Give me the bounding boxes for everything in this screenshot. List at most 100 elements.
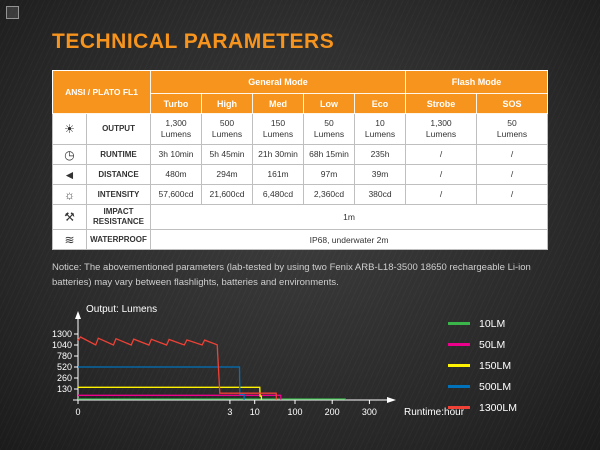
row-label: WATERPROOF xyxy=(85,229,152,250)
legend-swatch-50LM xyxy=(448,343,470,347)
value-cell: 57,600cd xyxy=(150,184,203,205)
flash-mode-header: Flash Mode xyxy=(405,70,549,94)
y-tick-label: 260 xyxy=(57,373,72,383)
value-cell: / xyxy=(405,164,478,185)
value-cell: / xyxy=(476,164,549,185)
value-cell: 294m xyxy=(201,164,254,185)
legend-label: 10LM xyxy=(479,317,506,330)
series-10LM xyxy=(78,398,347,400)
value-cell: / xyxy=(476,184,549,205)
legend-label: 1300LM xyxy=(479,401,517,414)
x-tick-label: 3 xyxy=(227,407,232,417)
waterproof-icon: ≋ xyxy=(52,229,87,250)
value-cell: 380cd xyxy=(354,184,407,205)
light-output-icon: ☀ xyxy=(52,113,87,145)
value-cell: 150 Lumens xyxy=(252,113,305,145)
value-cell: 39m xyxy=(354,164,407,185)
legend-label: 50LM xyxy=(479,338,506,351)
corner-mark-icon xyxy=(6,6,19,19)
table-row: ◄ DISTANCE 480m 294m 161m 97m 39m / / xyxy=(52,164,549,185)
parameters-table: ANSI / PLATO FL1 General Mode Flash Mode… xyxy=(51,70,549,250)
legend-label: 150LM xyxy=(479,359,512,372)
value-cell-span: IP68, underwater 2m xyxy=(150,229,549,250)
y-tick-label: 130 xyxy=(57,384,72,394)
legend-item: 500LM xyxy=(448,381,517,393)
series-150LM xyxy=(78,386,263,400)
clock-icon: ◷ xyxy=(52,144,87,165)
x-tick-label: 300 xyxy=(362,407,377,417)
legend-swatch-150LM xyxy=(448,364,470,368)
value-cell: 235h xyxy=(354,144,407,165)
value-cell: / xyxy=(405,144,478,165)
y-tick-label: 1300 xyxy=(52,329,72,339)
legend-item: 150LM xyxy=(448,360,517,372)
value-cell: 6,480cd xyxy=(252,184,305,205)
x-axis-label: Runtime:hour xyxy=(404,407,465,418)
y-tick-label: 520 xyxy=(57,362,72,372)
table-row: ☼ INTENSITY 57,600cd 21,600cd 6,480cd 2,360cd… xyxy=(52,184,549,205)
value-cell: 5h 45min xyxy=(201,144,254,165)
legend-label: 500LM xyxy=(479,380,512,393)
mode-header-sos: SOS xyxy=(476,93,549,114)
group-header-row: ANSI / PLATO FL1 General Mode Flash Mode xyxy=(51,70,549,114)
value-cell: 1,300 Lumens xyxy=(150,113,203,145)
x-tick-label: 100 xyxy=(287,407,302,417)
value-cell: 50 Lumens xyxy=(303,113,356,145)
value-cell: 68h 15min xyxy=(303,144,356,165)
value-cell: 21h 30min xyxy=(252,144,305,165)
y-axis-arrow xyxy=(75,310,81,319)
row-label: RUNTIME xyxy=(85,144,152,165)
value-cell: 21,600cd xyxy=(201,184,254,205)
row-label: INTENSITY xyxy=(85,184,152,205)
row-label: DISTANCE xyxy=(85,164,152,185)
x-axis-arrow xyxy=(387,396,396,403)
mode-header-strobe: Strobe xyxy=(405,93,478,114)
row-label: IMPACT RESISTANCE xyxy=(85,204,152,230)
value-cell: 161m xyxy=(252,164,305,185)
x-tick-label: 10 xyxy=(250,407,260,417)
value-cell: 10 Lumens xyxy=(354,113,407,145)
mode-header-low: Low xyxy=(303,93,356,114)
value-cell: 500 Lumens xyxy=(201,113,254,145)
mode-header-high: High xyxy=(201,93,254,114)
impact-resistance-icon: ⚒ xyxy=(52,204,87,230)
row-label: OUTPUT xyxy=(85,113,152,145)
legend-item: 50LM xyxy=(448,339,517,351)
table-row: ⚒ IMPACT RESISTANCE 1m xyxy=(52,204,549,230)
legend-item: 1300LM xyxy=(448,402,517,414)
value-cell: 97m xyxy=(303,164,356,185)
table-row: ◷ RUNTIME 3h 10min 5h 45min 21h 30min 68h 15m… xyxy=(52,144,549,165)
x-tick-label: 200 xyxy=(325,407,340,417)
value-cell: 50 Lumens xyxy=(476,113,549,145)
value-cell: / xyxy=(405,184,478,205)
series-500LM xyxy=(78,366,245,400)
runtime-chart-section: 0 3 10 100 200 300 130 260 520 780 1040 1300 Output:… xyxy=(52,300,600,440)
mode-header-turbo: Turbo xyxy=(150,93,203,114)
intensity-icon: ☼ xyxy=(52,184,87,205)
chart-title: Output: Lumens xyxy=(86,304,157,315)
value-cell: 1,300 Lumens xyxy=(405,113,478,145)
value-cell: / xyxy=(476,144,549,165)
series-50LM xyxy=(78,394,282,400)
standard-header: ANSI / PLATO FL1 xyxy=(51,70,152,114)
y-tick-label: 1040 xyxy=(52,340,72,350)
notice-text: Notice: The abovementioned parameters (l… xyxy=(52,262,531,289)
page: TECHNICAL PARAMETERS ANSI / PLATO FL1 Ge… xyxy=(51,30,600,440)
series-1300LM xyxy=(77,336,278,400)
value-cell: 480m xyxy=(150,164,203,185)
x-tick-label: 0 xyxy=(75,407,80,417)
page-title: TECHNICAL PARAMETERS xyxy=(52,30,335,53)
beam-distance-icon: ◄ xyxy=(52,164,87,185)
legend-swatch-500LM xyxy=(448,385,470,389)
mode-header-eco: Eco xyxy=(354,93,407,114)
y-tick-label: 780 xyxy=(57,351,72,361)
value-cell: 3h 10min xyxy=(150,144,203,165)
general-mode-header: General Mode xyxy=(150,70,407,94)
legend-swatch-10LM xyxy=(448,322,470,326)
value-cell: 2,360cd xyxy=(303,184,356,205)
chart-legend: 10LM 50LM 150LM 500LM 1300LM xyxy=(448,318,517,423)
legend-item: 10LM xyxy=(448,318,517,330)
value-cell-span: 1m xyxy=(150,204,549,230)
table-row: ☀ OUTPUT 1,300 Lumens 500 Lumens 150 Lumens 5… xyxy=(52,113,549,145)
